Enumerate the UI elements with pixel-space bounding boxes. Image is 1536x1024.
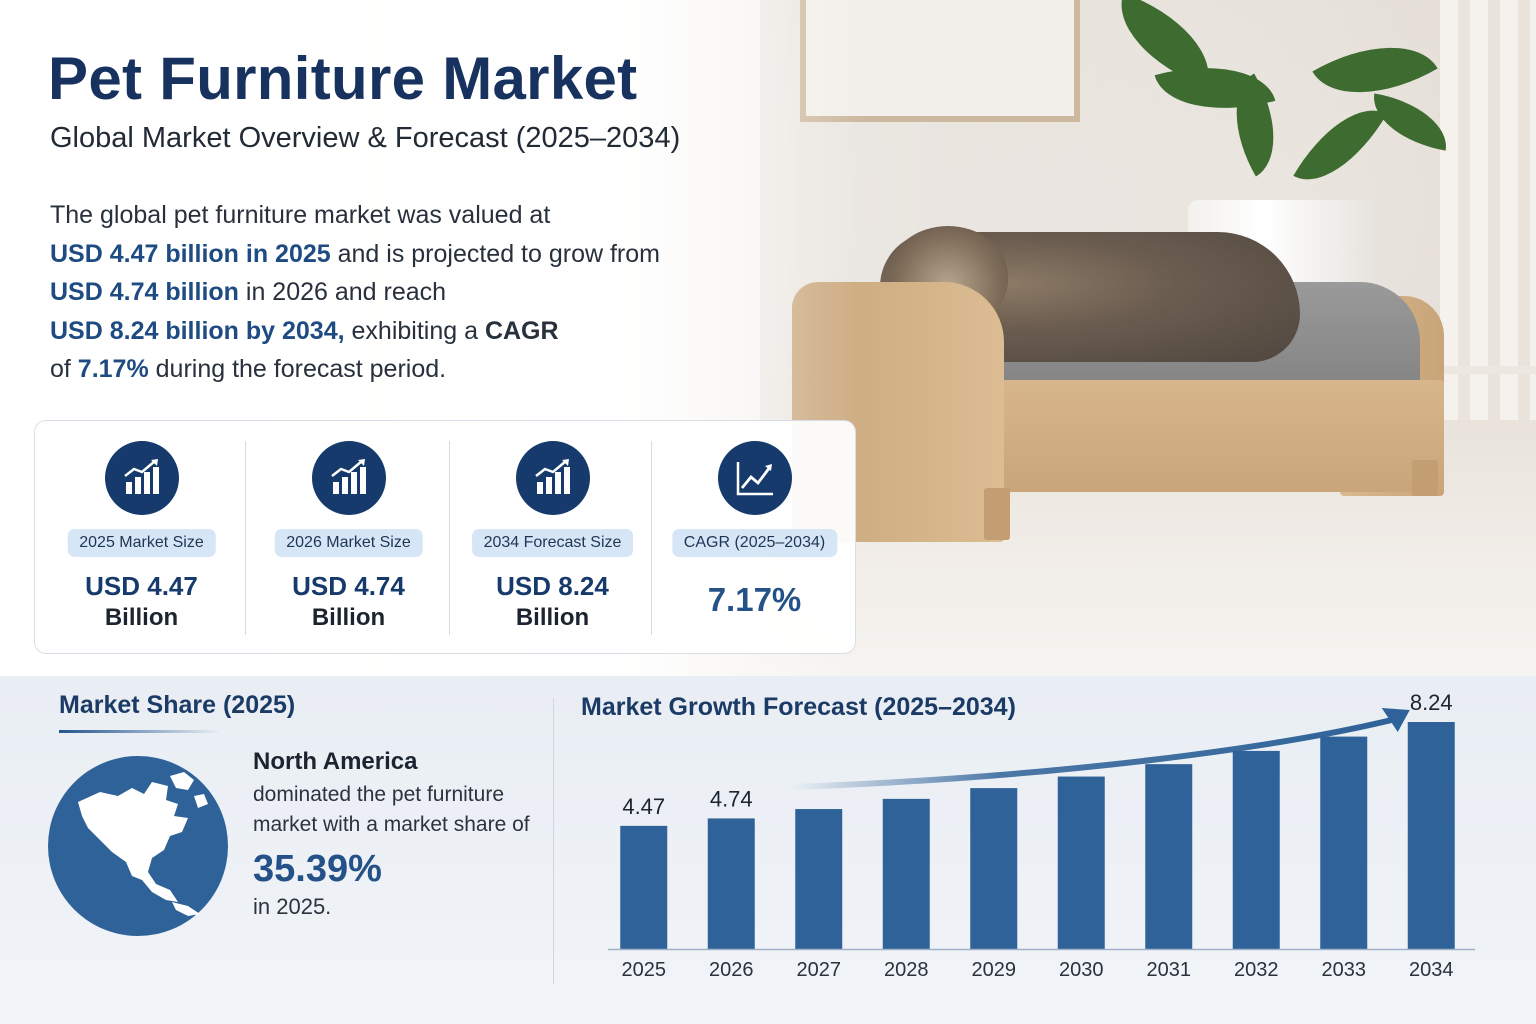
kpi-card: 2025 Market Size USD 4.47 Billion 2026 M… bbox=[34, 420, 856, 654]
kpi-label: CAGR (2025–2034) bbox=[671, 529, 838, 557]
data-label: 4.74 bbox=[710, 786, 753, 811]
intro-paragraph: The global pet furniture market was valu… bbox=[50, 196, 690, 389]
x-tick-label: 2030 bbox=[1059, 959, 1104, 981]
x-tick-label: 2034 bbox=[1409, 959, 1454, 981]
intro-highlight: USD 4.74 billion bbox=[50, 278, 239, 306]
growth-bar-chart: 2025 4.47 2026 4.74 2027 2028 2029 2030 2031 2032… bbox=[608, 690, 1475, 981]
section-divider bbox=[553, 698, 554, 984]
kpi-label: 2026 Market Size bbox=[274, 529, 423, 557]
kpi-value: 7.17% bbox=[707, 581, 802, 618]
data-label: 8.24 bbox=[1410, 690, 1453, 715]
kpi-cagr: CAGR (2025–2034) 7.17% bbox=[651, 441, 857, 635]
share-value: 35.39% bbox=[253, 848, 382, 890]
x-tick-label: 2029 bbox=[972, 959, 1017, 981]
kpi-value: USD 4.74 bbox=[292, 571, 405, 601]
kpi-value: USD 4.47 bbox=[85, 571, 198, 601]
kpi-unit: Billion bbox=[515, 604, 590, 631]
data-label: 4.47 bbox=[622, 794, 665, 819]
kpi-label: 2025 Market Size bbox=[67, 529, 216, 557]
kpi-2026-market-size: 2026 Market Size USD 4.74 Billion bbox=[245, 441, 451, 635]
page-title: Pet Furniture Market bbox=[48, 45, 638, 112]
chart-title: Market Growth Forecast (2025–2034) bbox=[581, 693, 1016, 721]
bar-2026 bbox=[707, 818, 755, 949]
intro-text: The global pet furniture market was valu… bbox=[50, 201, 551, 229]
kpi-unit: Billion bbox=[104, 604, 179, 631]
bottom-panel bbox=[0, 676, 1536, 1024]
bar-2034 bbox=[1407, 722, 1455, 949]
bar-growth-icon bbox=[104, 441, 179, 515]
intro-text: in 2026 and reach bbox=[238, 278, 447, 306]
kpi-2025-market-size: 2025 Market Size USD 4.47 Billion bbox=[39, 441, 244, 635]
bar-2033 bbox=[1320, 736, 1368, 949]
line-growth-icon bbox=[717, 441, 792, 515]
intro-highlight: CAGR bbox=[484, 316, 559, 345]
intro-highlight: 7.17% bbox=[77, 355, 149, 383]
page-subtitle: Global Market Overview & Forecast (2025–… bbox=[50, 122, 681, 154]
bar-2032 bbox=[1232, 750, 1280, 949]
intro-text: during the forecast period. bbox=[148, 355, 447, 383]
share-description: dominated the pet furniture market with … bbox=[253, 783, 530, 836]
kpi-unit: Billion bbox=[311, 604, 386, 631]
x-tick-label: 2026 bbox=[709, 959, 754, 981]
bar-2031 bbox=[1145, 764, 1193, 949]
x-tick-label: 2033 bbox=[1322, 959, 1367, 981]
bar-2027 bbox=[795, 809, 843, 949]
x-tick-label: 2032 bbox=[1234, 959, 1279, 981]
bar-2030 bbox=[1057, 776, 1105, 949]
bar-2025 bbox=[620, 825, 668, 949]
hero-photo bbox=[0, 0, 1536, 676]
globe-north-america-icon bbox=[48, 756, 228, 936]
kpi-label: 2034 Forecast Size bbox=[471, 529, 634, 557]
kpi-2034-forecast-size: 2034 Forecast Size USD 8.24 Billion bbox=[449, 441, 655, 635]
market-share-title: Market Share (2025) bbox=[59, 691, 296, 719]
intro-highlight: USD 4.47 billion in 2025 bbox=[50, 239, 331, 268]
bar-growth-icon bbox=[311, 441, 386, 515]
intro-text: of bbox=[50, 355, 78, 383]
x-tick-label: 2028 bbox=[884, 959, 929, 981]
x-tick-label: 2031 bbox=[1147, 959, 1192, 981]
kpi-value: USD 8.24 bbox=[496, 571, 609, 601]
share-year: in 2025. bbox=[253, 894, 332, 919]
x-tick-label: 2025 bbox=[622, 959, 667, 981]
intro-text: exhibiting a bbox=[344, 316, 485, 345]
x-tick-label: 2027 bbox=[797, 959, 842, 981]
title-underline bbox=[59, 730, 221, 733]
bar-2028 bbox=[882, 798, 930, 949]
intro-text: and is projected to grow from bbox=[330, 239, 660, 268]
bar-growth-icon bbox=[515, 441, 590, 515]
trend-arrow bbox=[787, 708, 1410, 791]
intro-highlight: USD 8.24 billion by 2034, bbox=[50, 316, 345, 345]
bar-2029 bbox=[970, 788, 1018, 949]
share-region: North America bbox=[253, 748, 418, 775]
